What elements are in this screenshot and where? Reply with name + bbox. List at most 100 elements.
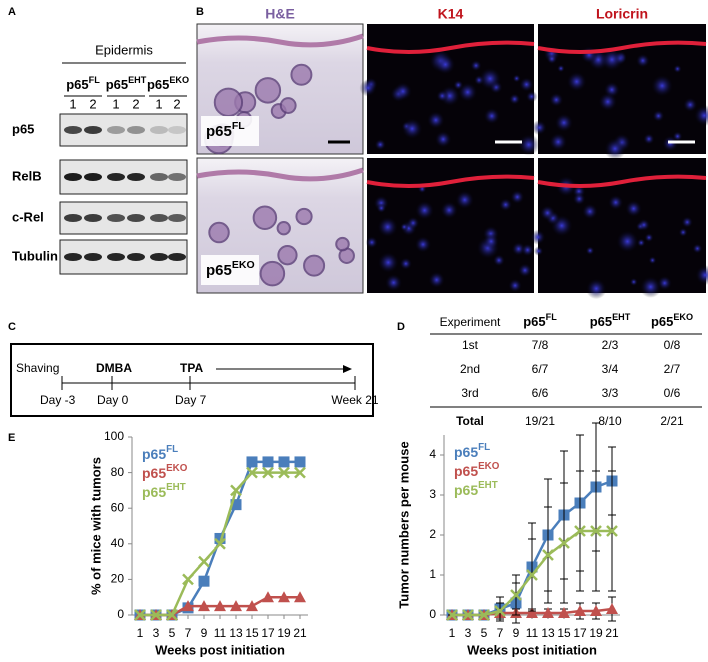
genotype-label-sup: FL xyxy=(89,75,101,85)
table-header-base: p65 xyxy=(651,314,673,329)
decoration xyxy=(615,229,640,253)
decoration xyxy=(566,71,588,92)
marker xyxy=(558,537,570,549)
decoration xyxy=(10,343,374,417)
table-total: 19/21 xyxy=(525,414,555,428)
legend-entry: p65FL xyxy=(454,442,490,460)
y-tick-label: 3 xyxy=(429,487,436,501)
decoration xyxy=(546,53,558,65)
image-column-title: K14 xyxy=(438,6,464,22)
y-tick-label: 40 xyxy=(111,536,125,550)
label-box xyxy=(201,116,259,146)
table-cell: 2/7 xyxy=(664,362,681,376)
decoration xyxy=(537,40,707,54)
decoration xyxy=(434,130,452,148)
timeline-event: Shaving xyxy=(16,361,59,375)
image-column-title: H&E xyxy=(265,6,295,22)
decoration xyxy=(635,53,651,68)
marker xyxy=(606,525,618,537)
decoration xyxy=(290,63,313,86)
marker xyxy=(166,609,178,621)
x-tick-label: 7 xyxy=(185,626,192,640)
x-tick-label: 9 xyxy=(201,626,208,640)
decoration xyxy=(470,59,482,72)
decoration xyxy=(107,253,125,261)
marker xyxy=(294,466,306,479)
decoration xyxy=(377,216,399,238)
decoration xyxy=(84,126,102,134)
decoration xyxy=(359,79,377,97)
table-cell: 6/7 xyxy=(532,362,549,376)
marker xyxy=(542,549,554,561)
decoration xyxy=(428,271,446,289)
decoration xyxy=(457,82,478,103)
blot-row-label: RelB xyxy=(12,168,42,183)
table-header-base: p65 xyxy=(523,314,545,329)
table-cell: 0/6 xyxy=(664,386,681,400)
decoration xyxy=(644,232,654,243)
decoration xyxy=(213,87,244,117)
marker xyxy=(182,600,194,612)
decoration xyxy=(650,74,674,98)
legend-entry: p65EHT xyxy=(454,480,498,498)
genotype-label: p65FL xyxy=(66,75,100,92)
marker xyxy=(574,605,586,616)
marker xyxy=(198,575,210,587)
timeline-day: Day 0 xyxy=(97,393,129,407)
decoration xyxy=(498,197,513,212)
y-tick-label: 60 xyxy=(111,500,125,514)
decoration xyxy=(482,233,500,250)
marker xyxy=(294,591,306,603)
table-total: Total xyxy=(456,414,484,428)
decoration xyxy=(127,214,145,222)
decoration xyxy=(600,47,624,72)
y-tick-label: 100 xyxy=(104,429,124,443)
legend-entry-sup: EHT xyxy=(478,480,498,491)
decoration xyxy=(127,253,145,261)
decoration xyxy=(107,214,125,222)
image-row-label-sup: EKO xyxy=(232,259,255,271)
marker xyxy=(230,600,242,612)
decoration xyxy=(64,126,82,134)
decoration xyxy=(603,137,627,160)
marker xyxy=(214,600,226,612)
legend-entry-base: p65 xyxy=(142,465,166,481)
decoration xyxy=(624,199,643,218)
table-header-sup: EKO xyxy=(673,312,693,322)
legend-entry-base: p65 xyxy=(142,446,166,462)
decoration xyxy=(517,133,540,156)
x-tick-label: 15 xyxy=(245,626,259,640)
marker xyxy=(510,589,522,601)
decoration xyxy=(335,236,350,252)
x-tick-label: 9 xyxy=(513,626,520,640)
decoration xyxy=(84,173,102,181)
image-row-label-base: p65 xyxy=(206,123,232,140)
table-cell: 3/3 xyxy=(602,386,619,400)
decoration xyxy=(598,92,618,112)
table-cell: 0/8 xyxy=(664,338,681,352)
x-tick-label: 21 xyxy=(293,626,307,640)
decoration xyxy=(64,173,82,181)
y-tick-label: 80 xyxy=(111,465,125,479)
decoration xyxy=(639,275,662,298)
decoration xyxy=(440,201,459,220)
decoration xyxy=(84,214,102,222)
legend-entry-base: p65 xyxy=(142,484,166,500)
x-tick-label: 15 xyxy=(557,626,571,640)
decoration xyxy=(554,113,574,133)
decoration xyxy=(581,203,599,220)
decoration xyxy=(636,238,646,248)
y-axis-label: % of mice with tumors xyxy=(88,457,103,595)
decoration xyxy=(276,221,291,236)
lane-label: 1 xyxy=(155,96,162,111)
x-tick-label: 1 xyxy=(449,626,456,640)
timeline-day: Day 7 xyxy=(175,393,207,407)
decoration xyxy=(434,54,456,75)
y-axis-label: Tumor numbers per mouse xyxy=(396,441,411,608)
decoration xyxy=(150,173,168,181)
lane-label: 1 xyxy=(69,96,76,111)
genotype-label-sup: EKO xyxy=(169,75,189,85)
y-tick-label: 4 xyxy=(429,447,436,461)
decoration xyxy=(512,74,521,83)
